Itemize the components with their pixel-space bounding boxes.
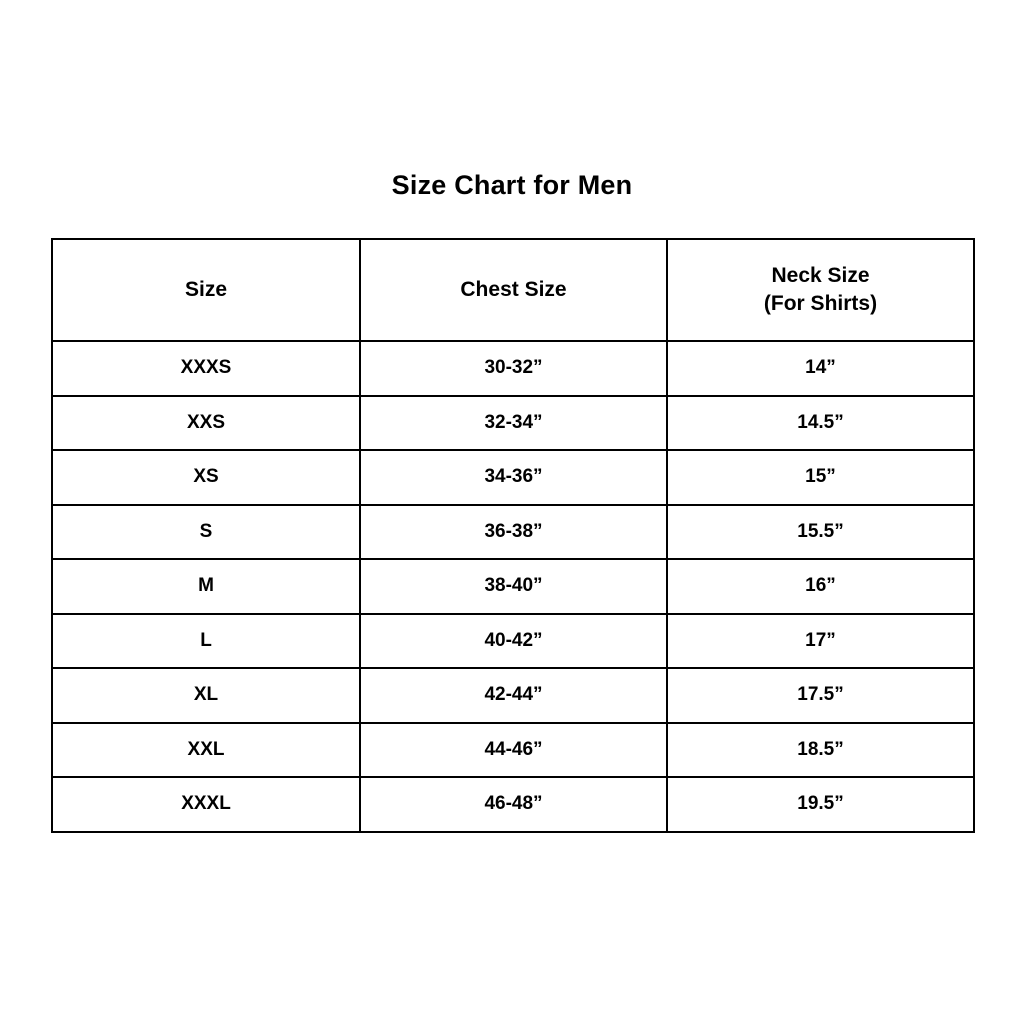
column-header-size: Size	[51, 238, 361, 342]
table-row: S 36-38” 15.5”	[51, 503, 975, 560]
cell-size: XXS	[51, 394, 361, 451]
cell-chest: 34-36”	[359, 449, 668, 506]
cell-neck: 14”	[666, 340, 975, 397]
table-row: XXL 44-46” 18.5”	[51, 721, 975, 778]
cell-chest: 38-40”	[359, 558, 668, 615]
column-header-neck: Neck Size (For Shirts)	[666, 238, 975, 342]
cell-chest: 44-46”	[359, 721, 668, 778]
column-header-chest: Chest Size	[359, 238, 668, 342]
cell-size: XXXL	[51, 776, 361, 833]
cell-chest: 46-48”	[359, 776, 668, 833]
cell-neck: 17”	[666, 612, 975, 669]
page-title: Size Chart for Men	[391, 170, 633, 200]
table-row: L 40-42” 17”	[51, 612, 975, 669]
cell-chest: 30-32”	[359, 340, 668, 397]
cell-size: XL	[51, 667, 361, 724]
table-row: XXXS 30-32” 14”	[51, 340, 975, 397]
cell-size: M	[51, 558, 361, 615]
column-header-size-label: Size	[184, 278, 228, 301]
table-row: XXS 32-34” 14.5”	[51, 394, 975, 451]
column-header-neck-label: Neck Size	[771, 264, 870, 287]
table-row: XL 42-44” 17.5”	[51, 667, 975, 724]
cell-neck: 15”	[666, 449, 975, 506]
table-header-row: Size Chest Size Neck Size (For Shirts)	[51, 238, 975, 342]
cell-neck: 18.5”	[666, 721, 975, 778]
cell-size: L	[51, 612, 361, 669]
cell-size: XS	[51, 449, 361, 506]
cell-chest: 32-34”	[359, 394, 668, 451]
table-header: Size Chest Size Neck Size (For Shirts)	[51, 238, 975, 342]
table-row: XS 34-36” 15”	[51, 449, 975, 506]
cell-chest: 42-44”	[359, 667, 668, 724]
cell-neck: 17.5”	[666, 667, 975, 724]
cell-neck: 19.5”	[666, 776, 975, 833]
cell-chest: 36-38”	[359, 503, 668, 560]
size-chart-table: Size Chest Size Neck Size (For Shirts) X…	[51, 238, 975, 833]
cell-chest: 40-42”	[359, 612, 668, 669]
cell-size: XXXS	[51, 340, 361, 397]
table-body: XXXS 30-32” 14” XXS 32-34” 14.5” XS 34-3…	[51, 340, 975, 833]
cell-neck: 16”	[666, 558, 975, 615]
cell-neck: 14.5”	[666, 394, 975, 451]
cell-size: XXL	[51, 721, 361, 778]
cell-neck: 15.5”	[666, 503, 975, 560]
column-header-chest-label: Chest Size	[460, 278, 567, 301]
table-row: XXXL 46-48” 19.5”	[51, 776, 975, 833]
cell-size: S	[51, 503, 361, 560]
table-row: M 38-40” 16”	[51, 558, 975, 615]
column-header-neck-sublabel: (For Shirts)	[763, 292, 878, 315]
